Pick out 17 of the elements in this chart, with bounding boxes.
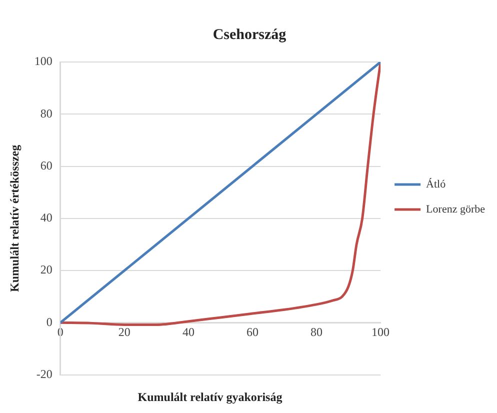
- x-tick-label: 80: [310, 325, 323, 340]
- y-tick-label: 0: [46, 314, 52, 329]
- legend-label: Lorenz görbe: [426, 203, 486, 216]
- y-tick-label: -20: [36, 366, 52, 381]
- y-tick-label: 20: [40, 262, 52, 277]
- y-axis-title: Kumulált relatív értékösszeg: [7, 144, 22, 292]
- x-tick-label: 100: [372, 325, 390, 340]
- y-tick-label: 80: [40, 106, 52, 120]
- x-tick-label: 60: [246, 325, 258, 340]
- x-axis-title: Kumulált relatív gyakoriság: [136, 390, 284, 405]
- chart-title: Csehország: [212, 26, 287, 43]
- y-tick-label: 40: [40, 210, 52, 225]
- x-tick-label: 20: [118, 325, 130, 340]
- y-tick-label: 100: [34, 54, 52, 68]
- y-tick-label: 60: [40, 158, 52, 172]
- x-tick-label: 40: [182, 325, 194, 340]
- legend-label: Átló: [426, 177, 446, 190]
